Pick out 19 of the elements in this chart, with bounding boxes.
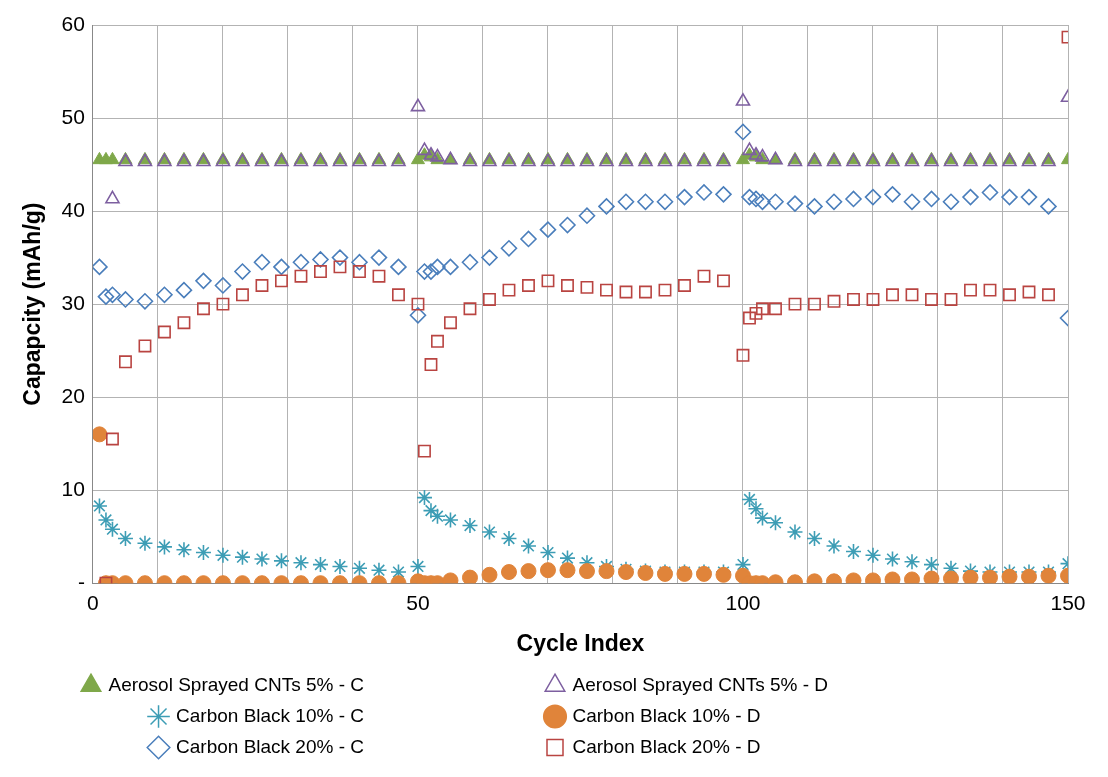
legend-label: Carbon Black 10% - C [176, 704, 535, 726]
x-axis-title: Cycle Index [516, 629, 645, 656]
y-tick-label: 60 [61, 11, 85, 35]
legend-label: Carbon Black 20% - D [572, 735, 932, 757]
x-tick-label: 100 [725, 590, 761, 614]
legend-label: Aerosol Sprayed CNTs 5% - D [572, 673, 1000, 695]
legend-label: Aerosol Sprayed CNTs 5% - C [108, 673, 536, 695]
legend-label: Carbon Black 10% - D [572, 704, 932, 726]
x-tick-label: 50 [406, 590, 430, 614]
y-tick-label: 40 [61, 197, 85, 221]
x-tick-label: 150 [1050, 590, 1086, 614]
y-tick-label: 10 [61, 476, 85, 500]
legend-label: Carbon Black 20% - C [176, 735, 535, 757]
y-tick-label: - [77, 570, 85, 593]
y-axis-title: Capapcity (mAh/g) [19, 202, 46, 406]
y-tick-label: 50 [61, 104, 85, 128]
x-tick-label: 0 [87, 590, 99, 614]
y-tick-label: 20 [61, 383, 85, 407]
y-tick-label: 30 [61, 290, 85, 314]
